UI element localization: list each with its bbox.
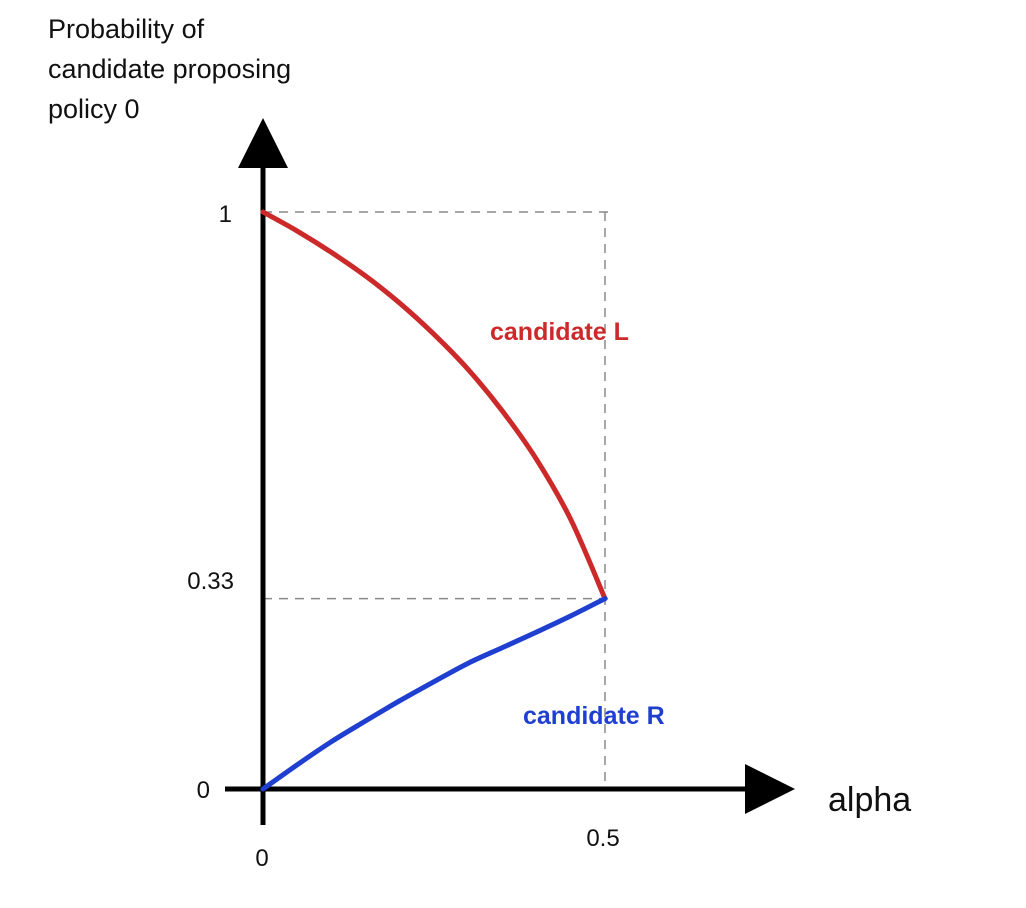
- y-axis-label-line-3: policy 0: [48, 94, 140, 124]
- y-axis-label-line-2: candidate proposing: [48, 54, 291, 84]
- y-tick-label-1: 1: [219, 201, 232, 228]
- y-tick-label-0.33: 0.33: [187, 568, 234, 595]
- y-axis-label-line-1: Probability of: [48, 14, 205, 44]
- x-origin-label: 0: [255, 845, 268, 872]
- series-group: [260, 209, 608, 792]
- series-label-candidate-r: candidate R: [523, 702, 665, 730]
- x-axis-label: alpha: [828, 781, 911, 819]
- series-line-candidate-r: [260, 596, 608, 792]
- y-tick-label-0: 0: [197, 777, 210, 804]
- guide-lines: [263, 211, 611, 789]
- series-label-candidate-l: candidate L: [490, 318, 629, 346]
- series-line-candidate-l: [260, 209, 608, 602]
- x-tick-label-0.5: 0.5: [586, 825, 619, 852]
